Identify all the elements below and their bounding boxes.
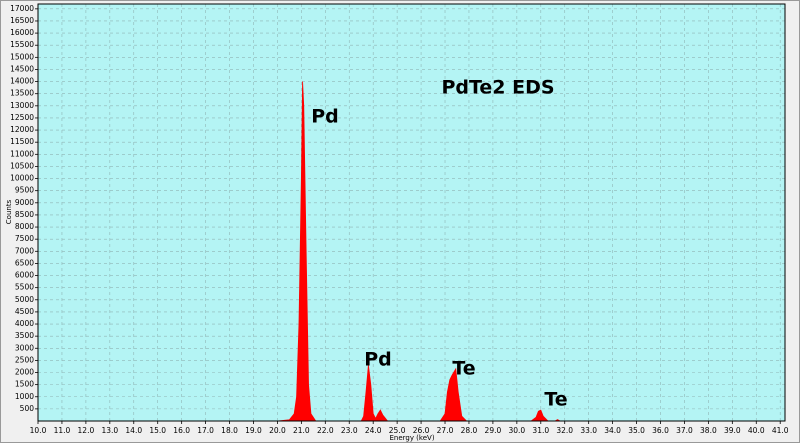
x-tick-label: 30.0 bbox=[508, 426, 525, 435]
x-tick-label: 21.0 bbox=[293, 426, 310, 435]
y-tick-label: 7500 bbox=[15, 234, 34, 243]
y-tick-label: 4000 bbox=[15, 319, 34, 328]
x-tick-label: 34.0 bbox=[604, 426, 621, 435]
y-tick-label: 5500 bbox=[15, 283, 34, 292]
y-tick-label: 500 bbox=[20, 404, 35, 413]
x-tick-label: 35.0 bbox=[628, 426, 645, 435]
x-tick-label: 24.0 bbox=[365, 426, 382, 435]
y-tick-label: 16500 bbox=[10, 16, 34, 25]
y-tick-label: 5000 bbox=[15, 295, 34, 304]
x-tick-label: 13.0 bbox=[101, 426, 118, 435]
x-tick-label: 23.0 bbox=[341, 426, 358, 435]
x-tick-label: 38.0 bbox=[700, 426, 717, 435]
x-tick-label: 18.0 bbox=[221, 426, 238, 435]
y-tick-label: 14500 bbox=[10, 64, 34, 73]
plot-border bbox=[37, 3, 786, 422]
x-tick-label: 19.0 bbox=[245, 426, 262, 435]
x-tick-label: 27.0 bbox=[437, 426, 454, 435]
y-tick-label: 13500 bbox=[10, 89, 34, 98]
y-tick-label: 11000 bbox=[10, 149, 34, 158]
x-tick-label: 40.0 bbox=[748, 426, 765, 435]
y-tick-label: 7000 bbox=[15, 246, 34, 255]
plot-area bbox=[38, 4, 785, 421]
annotation: Te bbox=[452, 358, 475, 380]
y-tick-label: 15500 bbox=[10, 40, 34, 49]
y-tick-label: 12000 bbox=[10, 125, 34, 134]
y-tick-label: 10000 bbox=[10, 174, 34, 183]
y-tick-label: 2000 bbox=[15, 368, 34, 377]
spectrum-area bbox=[38, 81, 781, 422]
x-tick-label: 26.0 bbox=[413, 426, 430, 435]
annotation: Pd bbox=[311, 106, 339, 128]
y-axis-label: Counts bbox=[5, 199, 13, 224]
y-tick-label: 2500 bbox=[15, 355, 34, 364]
x-tick-label: 15.0 bbox=[149, 426, 166, 435]
y-tick-label: 11500 bbox=[10, 137, 34, 146]
x-tick-label: 39.0 bbox=[724, 426, 741, 435]
x-tick-label: 11.0 bbox=[54, 426, 71, 435]
y-tick-label: 15000 bbox=[10, 52, 34, 61]
y-tick-label: 9000 bbox=[15, 198, 34, 207]
x-tick-label: 22.0 bbox=[317, 426, 334, 435]
annotation: PdTe2 EDS bbox=[441, 77, 554, 99]
y-tick-label: 4500 bbox=[15, 307, 34, 316]
y-tick-label: 1500 bbox=[15, 380, 34, 389]
y-tick-label: 3000 bbox=[15, 343, 34, 352]
y-tick-label: 10500 bbox=[10, 161, 34, 170]
x-tick-label: 41.0 bbox=[772, 426, 789, 435]
y-tick-label: 3500 bbox=[15, 331, 34, 340]
y-tick-label: 9500 bbox=[15, 186, 34, 195]
x-tick-label: 29.0 bbox=[485, 426, 502, 435]
y-tick-label: 17000 bbox=[10, 4, 34, 13]
y-tick-label: 1000 bbox=[15, 392, 34, 401]
x-tick-label: 32.0 bbox=[556, 426, 573, 435]
annotation: Pd bbox=[364, 349, 392, 371]
x-axis-label: Energy (keV) bbox=[389, 434, 434, 442]
x-tick-label: 14.0 bbox=[125, 426, 142, 435]
x-tick-label: 17.0 bbox=[197, 426, 214, 435]
x-tick-label: 37.0 bbox=[676, 426, 693, 435]
y-tick-label: 8500 bbox=[15, 210, 34, 219]
x-tick-label: 12.0 bbox=[78, 426, 95, 435]
y-tick-label: 8000 bbox=[15, 222, 34, 231]
y-tick-label: 6500 bbox=[15, 258, 34, 267]
annotation: Te bbox=[544, 389, 567, 411]
y-tick-label: 12500 bbox=[10, 113, 34, 122]
y-tick-label: 6000 bbox=[15, 271, 34, 280]
x-tick-label: 20.0 bbox=[269, 426, 286, 435]
x-tick-label: 33.0 bbox=[580, 426, 597, 435]
x-tick-label: 10.0 bbox=[30, 426, 47, 435]
x-tick-label: 36.0 bbox=[652, 426, 669, 435]
x-tick-label: 25.0 bbox=[389, 426, 406, 435]
x-tick-label: 28.0 bbox=[461, 426, 478, 435]
y-tick-label: 13000 bbox=[10, 101, 34, 110]
x-tick-label: 16.0 bbox=[173, 426, 190, 435]
y-tick-label: 16000 bbox=[10, 28, 34, 37]
x-tick-label: 31.0 bbox=[532, 426, 549, 435]
y-tick-label: 14000 bbox=[10, 77, 34, 86]
